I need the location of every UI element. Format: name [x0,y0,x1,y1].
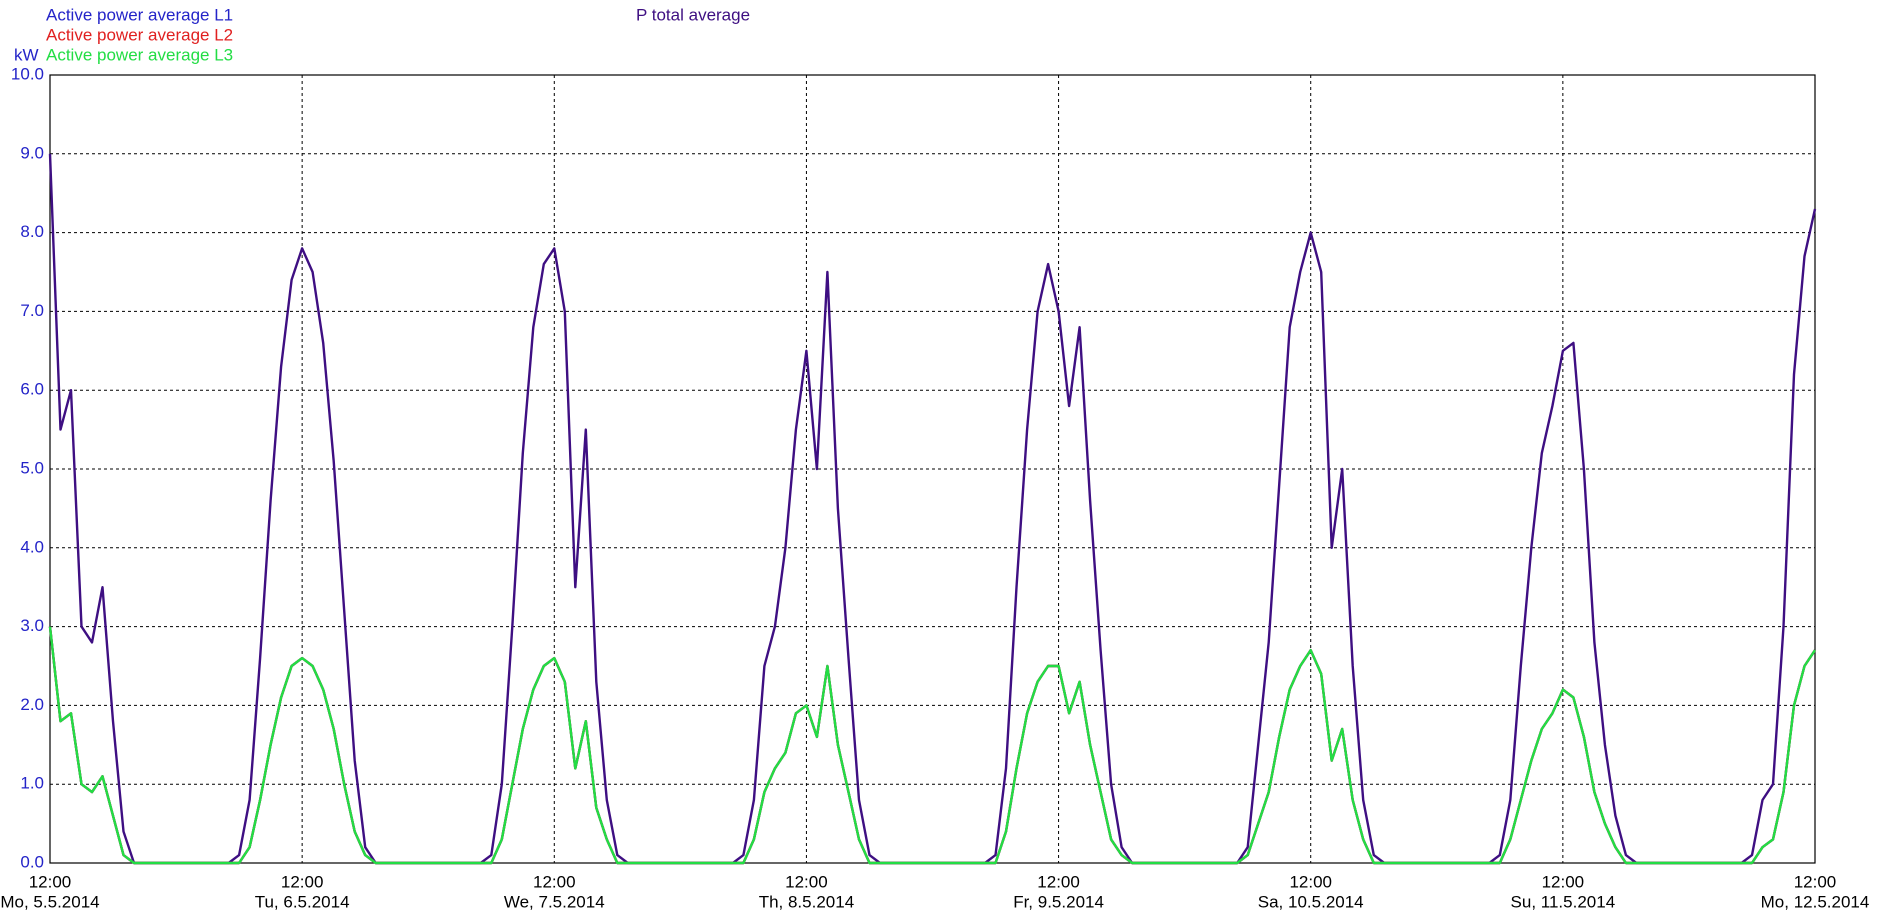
legend-entry: Active power average L2 [46,25,233,44]
series-line [48,626,1816,865]
legend-entry: Active power average L3 [46,45,233,64]
y-tick-label: 3.0 [20,616,44,635]
y-tick-label: 1.0 [20,774,44,793]
y-tick-label: 5.0 [20,458,44,477]
series-line [48,626,1816,865]
x-tick-label: 12:00 [533,872,576,891]
y-tick-label: 6.0 [20,380,44,399]
y-tick-label: 10.0 [11,64,44,83]
x-tick-label: 12:00 [29,872,72,891]
x-tick-label: 12:00 [281,872,324,891]
legend-entry: Active power average L1 [46,5,233,24]
y-tick-label: 0.0 [20,852,44,871]
x-tick-date: Sa, 10.5.2014 [1258,892,1364,911]
x-tick-label: 12:00 [1037,872,1080,891]
y-tick-label: 2.0 [20,695,44,714]
series-line [48,626,1816,865]
x-tick-label: 12:00 [785,872,828,891]
y-axis-label: kW [14,45,39,64]
x-tick-label: 12:00 [1542,872,1585,891]
x-tick-date: We, 7.5.2014 [504,892,605,911]
x-tick-date: Mo, 5.5.2014 [0,892,99,911]
y-tick-label: 9.0 [20,143,44,162]
y-tick-label: 4.0 [20,537,44,556]
series-line [48,153,1817,865]
x-tick-label: 12:00 [1794,872,1837,891]
x-tick-date: Mo, 12.5.2014 [1761,892,1870,911]
x-tick-label: 12:00 [1289,872,1332,891]
x-tick-date: Su, 11.5.2014 [1511,892,1616,911]
x-tick-date: Fr, 9.5.2014 [1013,892,1104,911]
x-tick-date: Tu, 6.5.2014 [255,892,350,911]
legend-entry: P total average [636,5,750,24]
y-tick-label: 8.0 [20,222,44,241]
x-tick-date: Th, 8.5.2014 [759,892,854,911]
y-tick-label: 7.0 [20,301,44,320]
